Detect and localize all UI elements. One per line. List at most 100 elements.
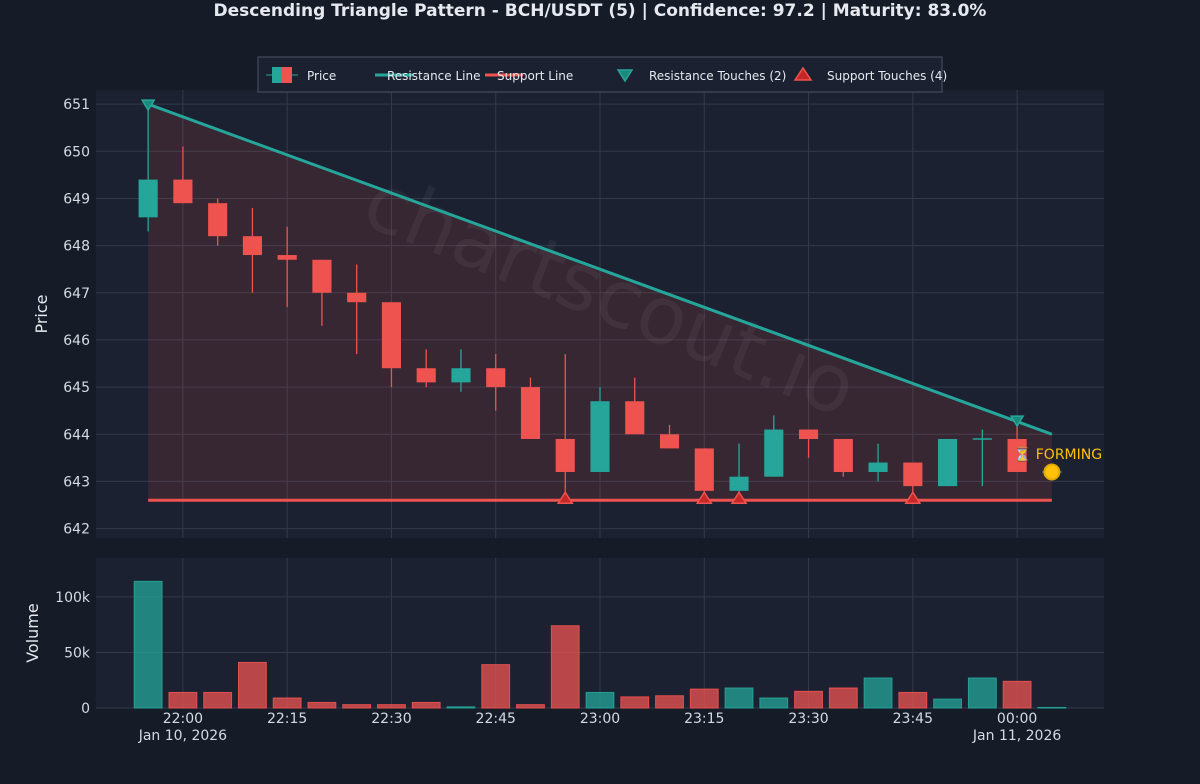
volume-bar: [272, 697, 302, 709]
volume-bar: [238, 661, 267, 709]
candle-body: [903, 462, 923, 487]
volume-bar: [1002, 680, 1032, 709]
legend-price-swatch: [282, 67, 292, 83]
resistance-touch-marker: [140, 99, 156, 112]
candle-body: [729, 476, 749, 491]
candle-body: [242, 236, 262, 256]
candle-body: [138, 179, 158, 218]
volume-bar: [863, 677, 893, 709]
support-touch-marker: [695, 490, 713, 505]
time-tick-label: 00:00: [997, 711, 1037, 727]
price-tick-label: 642: [63, 522, 90, 538]
candle-body: [451, 368, 471, 383]
time-tick-label: 22:30: [371, 711, 411, 727]
legend-label: Resistance Line: [387, 69, 481, 83]
legend-label: Resistance Touches (2): [649, 69, 786, 83]
price-tick-label: 650: [63, 144, 90, 160]
candle-body: [868, 462, 888, 472]
volume-bar: [967, 677, 997, 709]
resistance-touch-marker: [1009, 415, 1025, 428]
date-tick-label: Jan 11, 2026: [972, 728, 1061, 744]
candle-body: [833, 438, 853, 472]
support-touch-marker: [556, 490, 574, 505]
time-tick-label: 23:15: [684, 711, 724, 727]
candle-body: [208, 203, 228, 237]
volume-bar: [342, 704, 372, 709]
triangle-fill: [148, 104, 1052, 501]
candle-body: [1007, 438, 1027, 472]
legend-box: [257, 56, 943, 93]
legend-resistance-touch-swatch: [616, 69, 634, 83]
candle-layer: [138, 104, 1062, 501]
candle-body: [312, 259, 332, 293]
price-tick-label: 643: [63, 474, 90, 490]
candle-body: [590, 401, 610, 472]
volume-bar: [203, 691, 233, 709]
chart-title: Descending Triangle Pattern - BCH/USDT (…: [214, 1, 987, 21]
volume-bar: [168, 691, 198, 709]
resistance-line: [147, 102, 1053, 436]
time-tick-label: 23:45: [893, 711, 933, 727]
volume-bar: [724, 687, 754, 709]
time-tick-label: 22:00: [163, 711, 203, 727]
forming-marker: [1043, 463, 1061, 481]
volume-bar: [516, 704, 545, 709]
price-tick-label: 646: [63, 333, 90, 349]
candle-body: [381, 302, 402, 369]
candle-body: [173, 179, 193, 204]
volume-bar: [585, 691, 615, 709]
support-touch-marker: [730, 490, 748, 505]
touch-markers-layer: ⏳ FORMING: [140, 99, 1102, 505]
candle-body: [555, 438, 575, 472]
triangle-layer: [148, 104, 1052, 501]
price-tick-label: 645: [63, 380, 90, 396]
support-touch-marker: [904, 490, 922, 505]
candle-body: [938, 438, 958, 487]
time-tick-label: 22:45: [476, 711, 516, 727]
volume-bar: [1037, 706, 1067, 709]
volume-bar: [689, 688, 719, 709]
legend-label: Support Line: [497, 69, 573, 83]
price-tick-label: 647: [63, 286, 90, 302]
volume-bar: [620, 696, 650, 709]
candle-body: [277, 255, 297, 260]
price-tick-label: 644: [63, 427, 90, 443]
price-tick-label: 649: [63, 191, 90, 207]
volume-bar: [898, 691, 928, 709]
candle-body: [347, 292, 367, 303]
volume-bar: [481, 664, 511, 709]
axis-labels-layer: 642 643 644 645 646 647 648 649 650 651 0 50k 100k 22…: [55, 97, 1061, 744]
volume-bar: [933, 698, 962, 709]
time-tick-label: 22:15: [267, 711, 307, 727]
volume-bar: [550, 625, 580, 709]
volume-bar: [411, 701, 441, 709]
date-tick-label: Jan 10, 2026: [138, 728, 227, 744]
legend-label: Price: [307, 69, 336, 83]
volume-bar: [307, 701, 337, 709]
volume-tick-label: 50k: [64, 645, 91, 661]
price-tick-label: 648: [63, 239, 90, 255]
volume-bar: [828, 687, 858, 709]
price-tick-label: 651: [63, 97, 90, 113]
volume-bar: [759, 697, 789, 709]
volume-tick-label: 0: [81, 701, 90, 717]
volume-bar: [655, 695, 684, 709]
candle-body: [520, 387, 541, 439]
candle-body: [798, 429, 819, 439]
time-tick-label: 23:30: [788, 711, 828, 727]
volume-bar: [446, 706, 476, 709]
candle-body: [694, 448, 714, 491]
legend: Price Resistance Line Support Line Resistan…: [257, 56, 947, 93]
candle-body: [625, 401, 645, 435]
volume-bar: [133, 580, 163, 709]
legend-label: Support Touches (4): [827, 69, 947, 83]
legend-price-swatch: [272, 67, 282, 83]
pattern-lines-layer: [147, 102, 1053, 502]
legend-support-touch-swatch: [793, 66, 813, 81]
volume-bar: [377, 704, 406, 709]
volume-axis-title: Volume: [23, 603, 42, 663]
price-axis-title: Price: [32, 294, 51, 333]
candle-body: [659, 434, 680, 449]
